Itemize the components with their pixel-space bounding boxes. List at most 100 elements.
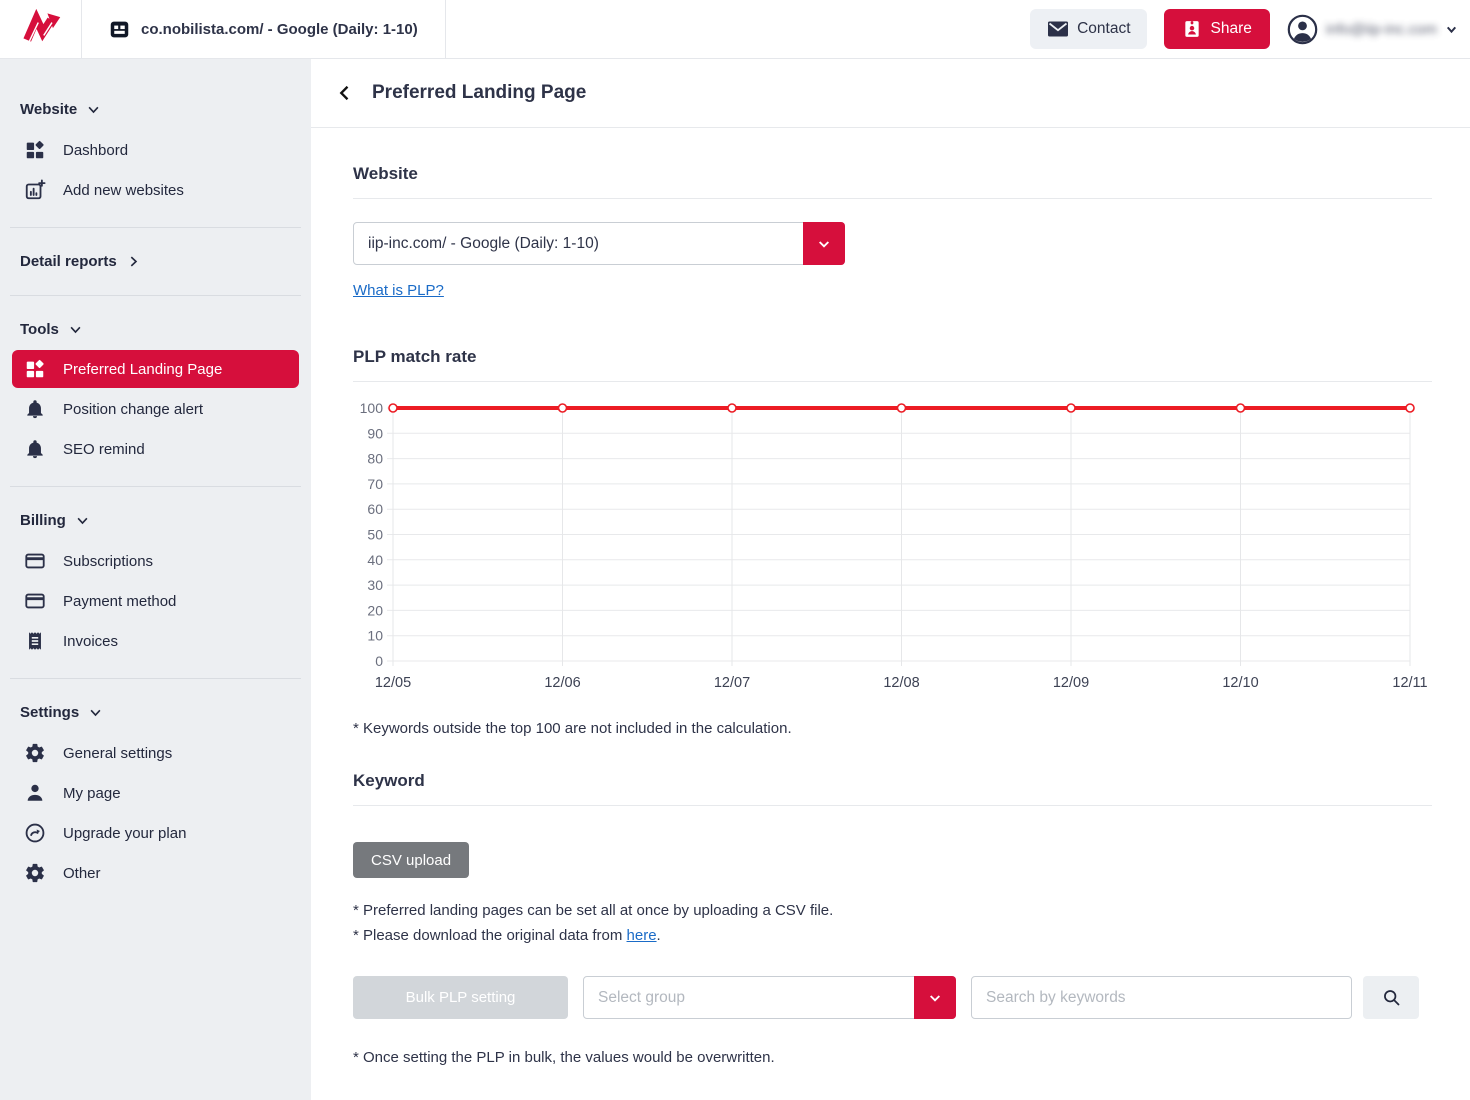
chevron-down-icon	[88, 705, 103, 720]
website-select-dropdown-button[interactable]	[803, 222, 845, 265]
sidebar-section-tools[interactable]: Tools	[0, 313, 311, 346]
sidebar-item-general-settings[interactable]: General settings	[0, 733, 311, 773]
svg-text:20: 20	[367, 602, 383, 618]
chevron-down-icon	[816, 236, 832, 252]
website-select[interactable]: iip-inc.com/ - Google (Daily: 1-10)	[353, 222, 845, 265]
chart-footnote: * Keywords outside the top 100 are not i…	[353, 720, 792, 737]
overwrite-note: * Once setting the PLP in bulk, the valu…	[353, 1049, 775, 1066]
svg-text:10: 10	[367, 628, 383, 644]
svg-text:12/06: 12/06	[544, 675, 580, 691]
sidebar-section-detail-reports[interactable]: Detail reports	[0, 245, 311, 278]
svg-text:50: 50	[367, 527, 383, 543]
svg-text:12/10: 12/10	[1222, 675, 1258, 691]
sidebar-item-subscriptions[interactable]: Subscriptions	[0, 541, 311, 581]
sidebar: Website Dashbord	[0, 59, 311, 1100]
what-is-plp-link[interactable]: What is PLP?	[353, 282, 444, 299]
sidebar-item-preferred-landing-page[interactable]: Preferred Landing Page	[12, 350, 299, 388]
sidebar-item-label: SEO remind	[63, 440, 145, 458]
search-button[interactable]	[1363, 976, 1419, 1019]
line-chart: 0 10 20 30 40 50 60 70 80 90 100 12/05 12/06 12/07 12/…	[360, 400, 1428, 691]
keyword-controls: Bulk PLP setting Select group	[353, 976, 1432, 1019]
divider	[10, 227, 301, 228]
svg-text:80: 80	[367, 451, 383, 467]
topbar-actions: Contact Share info@iip-inc.	[1030, 0, 1470, 58]
sidebar-item-payment-method[interactable]: Payment method	[0, 581, 311, 621]
svg-text:0: 0	[375, 653, 383, 669]
nobilista-logo-icon	[19, 7, 63, 51]
sidebar-item-my-page[interactable]: My page	[0, 773, 311, 813]
credit-card-icon	[24, 550, 46, 572]
page-title: Preferred Landing Page	[372, 82, 587, 103]
share-button[interactable]: Share	[1163, 9, 1270, 49]
sidebar-item-add-new-websites[interactable]: Add new websites	[0, 170, 311, 210]
keyword-section-heading: Keyword	[353, 771, 1432, 806]
svg-text:30: 30	[367, 577, 383, 593]
svg-text:12/07: 12/07	[714, 675, 750, 691]
back-button[interactable]	[331, 79, 359, 107]
bell-icon	[24, 438, 46, 460]
plp-match-rate-chart: 0 10 20 30 40 50 60 70 80 90 100 12/05 12/06 12/07 12/…	[353, 396, 1432, 696]
section-label: Settings	[20, 704, 80, 721]
svg-text:60: 60	[367, 501, 383, 517]
app-logo[interactable]	[0, 0, 82, 58]
sidebar-item-other[interactable]: Other	[0, 853, 311, 893]
sidebar-item-label: Preferred Landing Page	[63, 360, 223, 378]
chevron-down-icon	[1445, 23, 1458, 36]
gear-icon	[24, 862, 46, 884]
chevron-left-icon	[335, 83, 355, 103]
gear-icon	[24, 742, 46, 764]
download-here-link[interactable]: here	[626, 927, 657, 944]
sidebar-section-billing[interactable]: Billing	[0, 504, 311, 537]
chevron-down-icon	[86, 102, 101, 117]
section-label: Detail reports	[20, 253, 117, 270]
sidebar-item-invoices[interactable]: Invoices	[0, 621, 311, 661]
svg-text:12/05: 12/05	[375, 675, 411, 691]
chevron-down-icon	[927, 990, 943, 1006]
download-note: * Please download the original data from…	[353, 923, 1432, 948]
svg-text:90: 90	[367, 425, 383, 441]
csv-upload-button[interactable]: CSV upload	[353, 842, 470, 878]
group-select-dropdown-button[interactable]	[914, 976, 956, 1019]
sidebar-item-position-change-alert[interactable]: Position change alert	[0, 389, 311, 429]
chevron-right-icon	[126, 254, 141, 269]
keyword-search-input[interactable]	[971, 976, 1352, 1019]
svg-text:12/09: 12/09	[1053, 675, 1089, 691]
csv-note: * Preferred landing pages can be set all…	[353, 902, 834, 919]
sidebar-item-label: Invoices	[63, 632, 119, 650]
share-label: Share	[1210, 20, 1252, 37]
plp-grid-icon	[24, 358, 46, 380]
sidebar-item-label: Add new websites	[63, 181, 184, 199]
user-email: info@iip-inc.com	[1325, 20, 1437, 38]
share-contact-card-icon	[1182, 19, 1202, 39]
section-label: Website	[20, 101, 78, 118]
bell-icon	[24, 398, 46, 420]
sidebar-item-label: Other	[63, 864, 101, 882]
svg-text:40: 40	[367, 552, 383, 568]
dashboard-grid-icon	[24, 139, 46, 161]
sidebar-item-seo-remind[interactable]: SEO remind	[0, 429, 311, 469]
svg-text:70: 70	[367, 476, 383, 492]
group-select[interactable]: Select group	[583, 976, 956, 1019]
user-menu[interactable]: info@iip-inc.com	[1287, 14, 1458, 45]
chart-add-icon	[24, 179, 46, 201]
bulk-plp-setting-button[interactable]: Bulk PLP setting	[353, 976, 568, 1019]
sidebar-section-website[interactable]: Website	[0, 93, 311, 126]
website-select-value: iip-inc.com/ - Google (Daily: 1-10)	[368, 234, 599, 252]
page-header: Preferred Landing Page	[311, 59, 1470, 128]
sidebar-item-dashboard[interactable]: Dashbord	[0, 130, 311, 170]
divider	[10, 295, 301, 296]
main-content: Preferred Landing Page Website iip-inc.c…	[311, 59, 1470, 1100]
current-site-tab[interactable]: co.nobilista.com/ - Google (Daily: 1-10)	[82, 0, 446, 58]
svg-text:100: 100	[360, 400, 384, 416]
avatar-icon	[1287, 14, 1318, 45]
person-icon	[24, 782, 46, 804]
plp-match-rate-heading: PLP match rate	[353, 347, 1432, 382]
section-label: Billing	[20, 512, 66, 529]
contact-button[interactable]: Contact	[1030, 9, 1147, 49]
svg-text:12/08: 12/08	[883, 675, 919, 691]
download-note-suffix: .	[656, 927, 661, 944]
sidebar-section-settings[interactable]: Settings	[0, 696, 311, 729]
sidebar-item-label: Position change alert	[63, 400, 204, 418]
section-label: Tools	[20, 321, 59, 338]
sidebar-item-upgrade-your-plan[interactable]: Upgrade your plan	[0, 813, 311, 853]
